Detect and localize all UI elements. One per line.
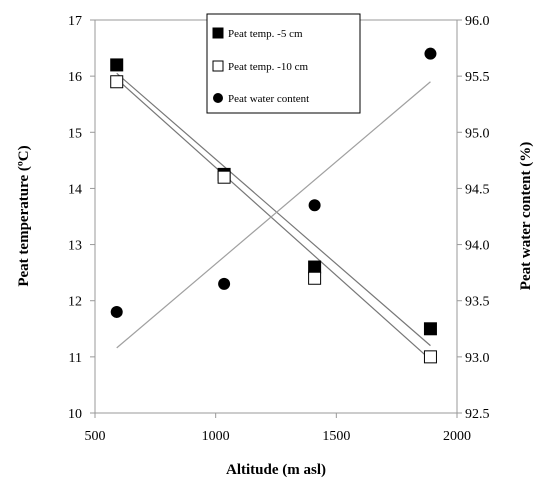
- x-axis-title: Altitude (m asl): [226, 462, 326, 478]
- x-axis: 500 1000 1500 2000: [85, 413, 471, 444]
- legend: Peat temp. -5 cm Peat temp. -10 cm Peat …: [206, 13, 361, 114]
- data-point-series-1: [423, 350, 437, 364]
- y-tick-label: 13: [68, 239, 82, 254]
- y2-tick-label: 92.5: [465, 407, 490, 422]
- data-point-series-1: [217, 170, 231, 184]
- y2-tick-label: 96.0: [465, 14, 490, 29]
- y2-tick-label: 95.0: [465, 126, 490, 141]
- y2-tick-label: 95.5: [465, 70, 490, 85]
- data-markers: [110, 47, 437, 364]
- y-tick-label: 17: [68, 14, 82, 29]
- legend-label-peat-temp-5cm: Peat temp. -5 cm: [228, 28, 303, 40]
- y2-tick-label: 93.0: [465, 351, 490, 366]
- data-point-series-0: [110, 58, 124, 72]
- legend-label-peat-water-content: Peat water content: [228, 93, 309, 105]
- y-axis-right: 92.5 93.0 93.5 94.0 94.5 95.0 95.5 96.0: [457, 14, 490, 422]
- legend-marker-peat-water-content: [213, 93, 223, 103]
- legend-marker-peat-temp-5cm: [212, 27, 224, 39]
- data-point-series-0: [423, 322, 437, 336]
- data-point-series-2: [218, 277, 231, 290]
- trendline-series-0: [116, 72, 431, 347]
- y-axis-title: Peat temperature (ºC): [16, 145, 32, 286]
- data-point-series-0: [308, 260, 322, 274]
- y-tick-label: 11: [69, 351, 82, 366]
- y2-tick-label: 94.0: [465, 239, 490, 254]
- y2-tick-label: 93.5: [465, 295, 490, 310]
- y-tick-label: 10: [68, 407, 82, 422]
- trendline-series-1: [116, 78, 431, 361]
- data-point-series-1: [308, 271, 322, 285]
- y-tick-label: 12: [68, 295, 82, 310]
- y-tick-label: 14: [68, 182, 82, 197]
- x-tick-label: 500: [85, 429, 106, 444]
- x-tick-label: 1500: [322, 429, 350, 444]
- legend-box: [206, 13, 361, 114]
- y-tick-label: 15: [68, 126, 82, 141]
- y-axis-left: 10 11 12 13 14 15 16 17: [68, 14, 95, 422]
- data-point-series-2: [110, 305, 123, 318]
- trendline-series-2: [116, 81, 431, 349]
- x-tick-label: 2000: [443, 429, 471, 444]
- legend-marker-peat-temp-10cm: [212, 60, 224, 72]
- data-point-series-1: [110, 75, 124, 89]
- trendlines: [116, 72, 431, 361]
- legend-label-peat-temp-10cm: Peat temp. -10 cm: [228, 61, 308, 73]
- x-tick-label: 1000: [202, 429, 230, 444]
- data-point-series-2: [424, 47, 437, 60]
- data-point-series-2: [308, 199, 321, 212]
- y2-tick-label: 94.5: [465, 182, 490, 197]
- y-tick-label: 16: [68, 70, 82, 85]
- y2-axis-title: Peat water content (%): [518, 142, 534, 290]
